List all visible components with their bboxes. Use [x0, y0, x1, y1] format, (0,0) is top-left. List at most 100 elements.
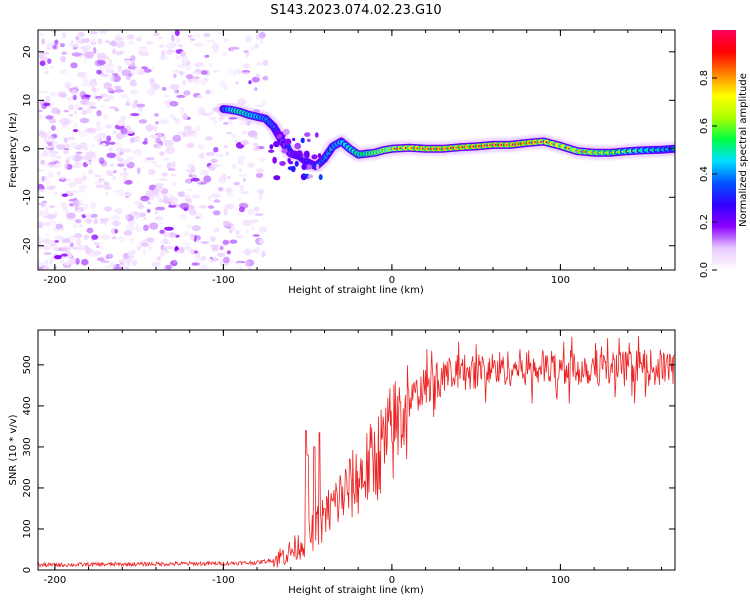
- noise-blob: [158, 221, 165, 225]
- noise-blob: [138, 45, 149, 51]
- noise-blob: [159, 44, 164, 48]
- noise-blob: [38, 220, 45, 227]
- noise-blob: [155, 121, 159, 125]
- noise-blob: [138, 202, 144, 208]
- noise-blob: [46, 138, 54, 142]
- noise-blob: [258, 156, 267, 163]
- noise-blob: [210, 236, 216, 242]
- noise-blob: [205, 89, 211, 95]
- noise-blob: [255, 172, 264, 179]
- noise-blob: [213, 227, 220, 233]
- noise-blob: [110, 214, 120, 222]
- noise-blob: [72, 222, 78, 228]
- noise-blob: [126, 224, 135, 232]
- noise-blob: [168, 41, 177, 49]
- noise-blob: [229, 229, 233, 234]
- noise-blob: [143, 217, 147, 221]
- noise-blob: [185, 179, 192, 184]
- noise-blob: [190, 177, 200, 182]
- noise-blob: [74, 103, 80, 110]
- noise-blob: [66, 212, 76, 219]
- noise-blob: [171, 173, 177, 177]
- noise-blob: [110, 163, 114, 167]
- noise-blob: [74, 205, 78, 211]
- noise-blob: [115, 50, 124, 55]
- y-tick-label: 20: [22, 45, 33, 58]
- noise-blob: [120, 161, 130, 165]
- noise-blob: [223, 145, 228, 149]
- noise-blob: [119, 93, 129, 99]
- dip-blob: [282, 128, 290, 136]
- noise-blob: [82, 218, 88, 222]
- noise-blob: [255, 73, 261, 79]
- noise-blob: [231, 133, 236, 139]
- noise-blob: [159, 229, 165, 234]
- noise-blob: [49, 185, 57, 189]
- noise-blob: [244, 248, 252, 256]
- noise-blob: [212, 119, 217, 124]
- noise-blob: [130, 137, 136, 144]
- dip-blob: [268, 149, 275, 153]
- noise-blob: [125, 76, 131, 81]
- noise-blob: [113, 129, 117, 135]
- noise-blob: [226, 192, 235, 197]
- noise-blob: [144, 137, 148, 143]
- y-tick-label: 500: [22, 355, 33, 374]
- noise-blob: [41, 38, 45, 45]
- noise-blob: [169, 113, 174, 119]
- dip-blob: [314, 132, 319, 138]
- noise-blob: [71, 89, 78, 97]
- noise-blob: [223, 38, 230, 43]
- noise-blob: [211, 245, 219, 252]
- noise-blob: [189, 234, 195, 241]
- noise-blob: [185, 245, 192, 252]
- noise-blob: [174, 30, 180, 37]
- noise-blob: [63, 137, 68, 143]
- noise-blob: [103, 98, 110, 102]
- noise-blob: [46, 41, 52, 49]
- noise-blob: [213, 147, 219, 153]
- noise-blob: [101, 234, 111, 240]
- noise-blob: [93, 218, 99, 225]
- noise-blob: [123, 167, 127, 172]
- noise-blob: [173, 116, 177, 121]
- noise-blob: [60, 55, 66, 63]
- noise-blob: [185, 224, 193, 229]
- noise-blob: [60, 253, 68, 257]
- noise-blob: [42, 163, 49, 167]
- dip-blob: [305, 164, 313, 170]
- noise-blob: [95, 126, 102, 132]
- noise-blob: [238, 155, 246, 161]
- noise-blob: [216, 31, 225, 35]
- noise-blob: [106, 152, 116, 159]
- noise-blob: [70, 62, 78, 69]
- dip-blob: [288, 161, 294, 165]
- noise-blob: [117, 158, 124, 162]
- noise-blob: [247, 209, 255, 215]
- noise-blob: [38, 238, 43, 244]
- noise-blob: [154, 216, 164, 221]
- noise-blob: [203, 175, 212, 183]
- noise-blob: [153, 33, 160, 36]
- figure-title: S143.2023.074.02.23.G10: [270, 3, 441, 18]
- noise-blob: [229, 239, 238, 244]
- noise-blob: [68, 104, 75, 111]
- noise-blob: [238, 121, 248, 126]
- noise-blob: [126, 99, 130, 105]
- noise-blob: [245, 260, 251, 267]
- noise-blob: [138, 119, 148, 124]
- noise-blob: [54, 235, 64, 241]
- noise-blob: [38, 113, 43, 120]
- noise-blob: [218, 116, 225, 121]
- noise-blob: [105, 191, 109, 196]
- noise-blob: [207, 205, 215, 209]
- noise-blob: [193, 32, 201, 38]
- noise-blob: [86, 127, 97, 134]
- noise-blob: [60, 70, 65, 74]
- noise-blob: [224, 203, 235, 210]
- noise-blob: [253, 206, 260, 212]
- noise-blob: [134, 135, 141, 143]
- dip-blob: [286, 143, 291, 150]
- noise-blob: [114, 229, 119, 234]
- noise-blob: [210, 158, 218, 163]
